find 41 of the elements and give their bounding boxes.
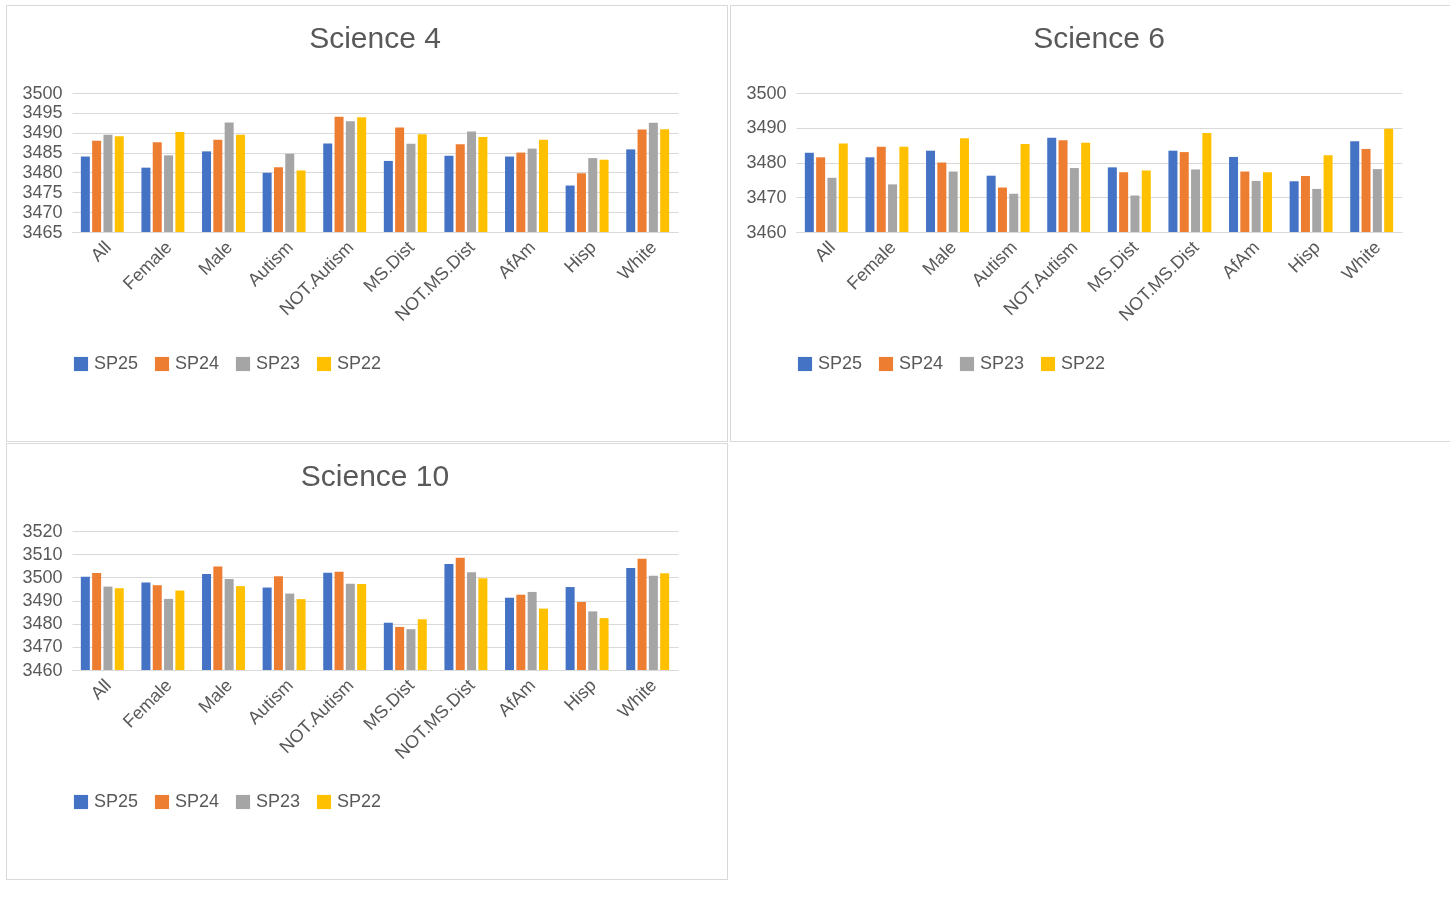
chart-title: Science 10 [300, 459, 450, 492]
y-tick-label: 3490 [746, 117, 787, 138]
y-tick-label: 3500 [22, 566, 63, 587]
x-tick-label: All [86, 237, 116, 266]
y-tick-label: 3480 [22, 161, 63, 182]
y-tick-label: 3465 [22, 221, 63, 242]
x-tick-label: All [810, 237, 840, 266]
y-tick-label: 3470 [22, 636, 63, 657]
legend-label: SP24 [899, 353, 944, 373]
y-tick-label: 3520 [22, 520, 63, 541]
legend-label: SP22 [1061, 353, 1106, 373]
y-tick-label: 3460 [22, 659, 63, 680]
legend-label: SP25 [94, 791, 139, 811]
y-tick-label: 3470 [746, 186, 787, 207]
y-tick-label: 3485 [22, 142, 63, 163]
legend-label: SP22 [337, 353, 382, 373]
legend-label: SP23 [256, 791, 301, 811]
legend-label: SP25 [818, 353, 863, 373]
x-tick-label: Hisp [560, 675, 600, 715]
y-tick-label: 3500 [22, 82, 63, 103]
y-tick-label: 3510 [22, 543, 63, 564]
legend-label: SP23 [256, 353, 301, 373]
y-tick-label: 3470 [22, 201, 63, 222]
chart-title: Science 6 [1033, 21, 1165, 54]
y-tick-label: 3480 [746, 152, 787, 172]
x-tick-label: All [86, 675, 116, 704]
legend-label: SP24 [175, 791, 220, 811]
chart-title: Science 4 [309, 21, 441, 54]
y-tick-label: 3475 [22, 181, 63, 202]
y-tick-label: 3495 [22, 102, 63, 123]
legend-label: SP22 [337, 791, 382, 811]
x-tick-label: Hisp [1284, 237, 1324, 277]
legend-label: SP24 [175, 353, 220, 373]
y-tick-label: 3490 [22, 122, 63, 143]
x-tick-label: Hisp [560, 237, 600, 277]
y-tick-label: 3490 [22, 590, 63, 610]
legend-label: SP23 [980, 353, 1025, 373]
y-tick-label: 3500 [746, 82, 787, 103]
legend-label: SP25 [94, 353, 139, 373]
y-tick-label: 3460 [746, 221, 787, 242]
y-tick-label: 3480 [22, 613, 63, 634]
